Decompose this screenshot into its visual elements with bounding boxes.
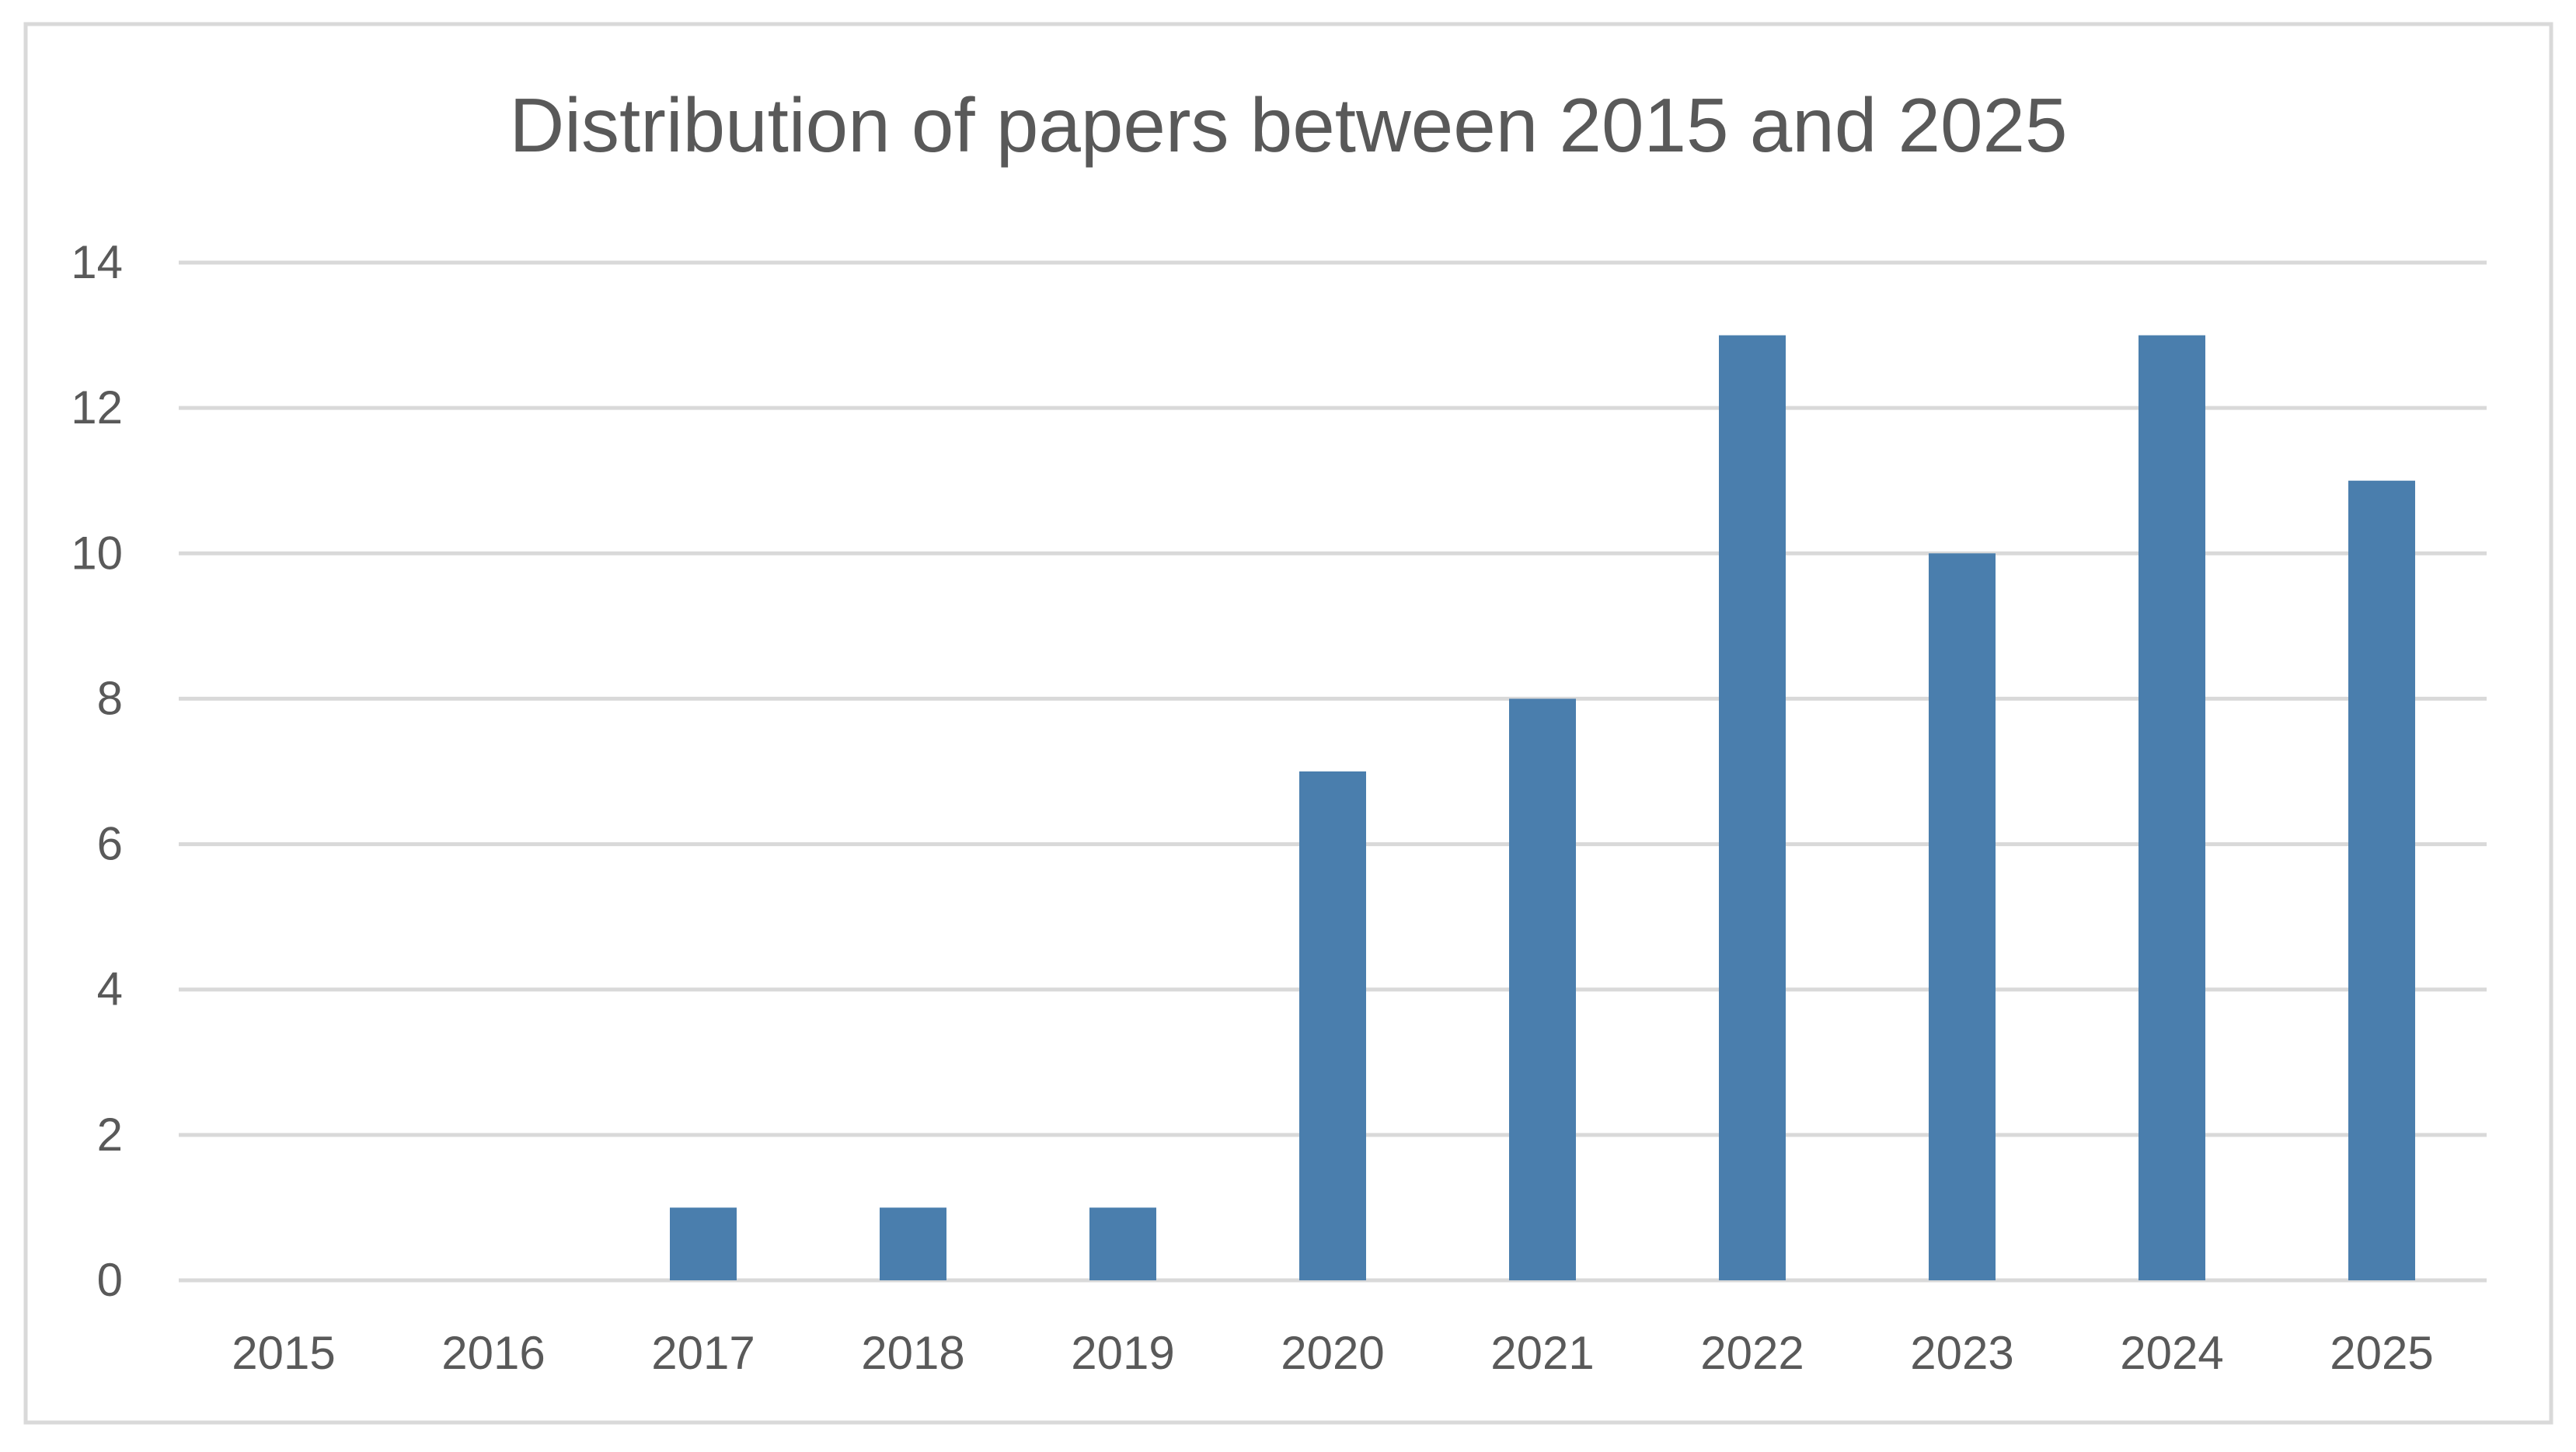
gridlines [179, 260, 2487, 1283]
chart-border [23, 22, 2553, 1425]
bar-2018 [880, 1207, 946, 1280]
x-tick-label: 2023 [1910, 1327, 2013, 1379]
y-tick-label: 12 [71, 381, 123, 434]
x-tick-label: 2022 [1700, 1327, 1804, 1379]
x-tick-label: 2018 [861, 1327, 964, 1379]
x-axis-tick-labels: 2015 2016 2017 2018 2019 2020 2021 2022 2023 2024… [232, 1327, 2433, 1379]
x-tick-label: 2015 [232, 1327, 335, 1379]
x-tick-label: 2019 [1071, 1327, 1174, 1379]
y-tick-label: 0 [97, 1254, 123, 1306]
y-tick-label: 14 [71, 236, 123, 288]
y-tick-label: 2 [97, 1109, 123, 1161]
x-tick-label: 2020 [1281, 1327, 1384, 1379]
y-tick-label: 6 [97, 818, 123, 870]
chart-title: Distribution of papers between 2015 and … [510, 82, 2068, 168]
bar-2021 [1509, 698, 1576, 1280]
y-tick-label: 4 [97, 963, 123, 1015]
y-tick-label: 8 [97, 672, 123, 724]
bar-2017 [670, 1207, 737, 1280]
y-axis-tick-labels: 0 2 4 6 8 10 12 14 [71, 236, 123, 1306]
x-tick-label: 2025 [2330, 1327, 2433, 1379]
x-tick-label: 2021 [1490, 1327, 1594, 1379]
bar-2019 [1089, 1207, 1156, 1280]
bar-2024 [2139, 335, 2205, 1281]
bar-2022 [1719, 335, 1786, 1281]
bars [670, 335, 2415, 1281]
x-tick-label: 2017 [651, 1327, 755, 1379]
bar-2025 [2348, 480, 2415, 1280]
bar-2020 [1299, 771, 1366, 1280]
x-tick-label: 2024 [2120, 1327, 2223, 1379]
bar-2023 [1929, 553, 1996, 1280]
x-tick-label: 2016 [441, 1327, 545, 1379]
y-tick-label: 10 [71, 527, 123, 579]
